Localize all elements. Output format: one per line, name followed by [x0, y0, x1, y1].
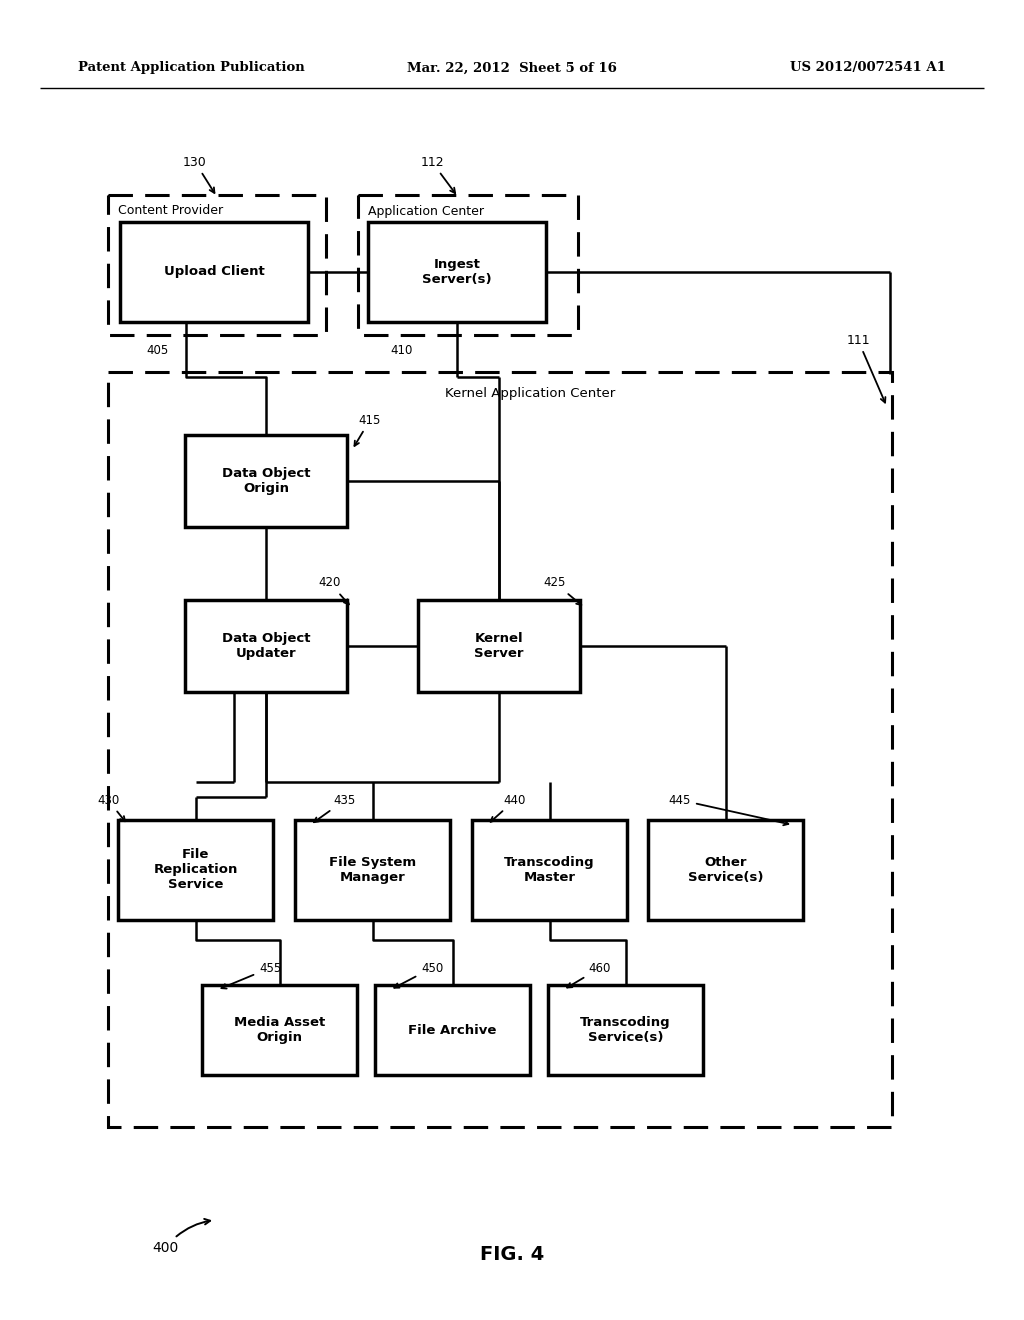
- Text: Ingest
Server(s): Ingest Server(s): [422, 257, 492, 286]
- Bar: [368, 222, 546, 322]
- Text: Patent Application Publication: Patent Application Publication: [78, 62, 305, 74]
- Text: Application Center: Application Center: [368, 205, 484, 218]
- Text: 130: 130: [183, 156, 214, 193]
- Text: 445: 445: [669, 793, 788, 825]
- Text: Data Object
Updater: Data Object Updater: [222, 632, 310, 660]
- Text: 440: 440: [490, 793, 526, 822]
- Text: 420: 420: [318, 577, 349, 605]
- Bar: [118, 820, 273, 920]
- Text: 425: 425: [544, 577, 582, 605]
- Text: 112: 112: [420, 156, 455, 193]
- Text: 450: 450: [394, 961, 443, 987]
- Bar: [548, 985, 703, 1074]
- Bar: [358, 195, 578, 335]
- Text: 435: 435: [314, 793, 356, 822]
- Text: Upload Client: Upload Client: [164, 265, 264, 279]
- Text: Transcoding
Service(s): Transcoding Service(s): [581, 1016, 671, 1044]
- Text: Mar. 22, 2012  Sheet 5 of 16: Mar. 22, 2012 Sheet 5 of 16: [408, 62, 616, 74]
- Text: Media Asset
Origin: Media Asset Origin: [233, 1016, 326, 1044]
- Text: 405: 405: [146, 343, 168, 356]
- Text: Kernel
Server: Kernel Server: [474, 632, 523, 660]
- Bar: [185, 601, 347, 692]
- Text: File System
Manager: File System Manager: [329, 855, 416, 884]
- Text: Other
Service(s): Other Service(s): [688, 855, 763, 884]
- Bar: [185, 436, 347, 527]
- Text: FIG. 4: FIG. 4: [480, 1246, 544, 1265]
- Bar: [648, 820, 803, 920]
- Text: Data Object
Origin: Data Object Origin: [222, 467, 310, 495]
- Bar: [120, 222, 308, 322]
- Bar: [472, 820, 627, 920]
- Text: 111: 111: [846, 334, 886, 403]
- Bar: [375, 985, 530, 1074]
- Text: File
Replication
Service: File Replication Service: [154, 849, 238, 891]
- Text: Transcoding
Master: Transcoding Master: [504, 855, 595, 884]
- Bar: [108, 372, 892, 1127]
- Text: Kernel Application Center: Kernel Application Center: [444, 388, 615, 400]
- Text: 430: 430: [97, 793, 125, 821]
- Text: 400: 400: [152, 1218, 210, 1255]
- Text: Content Provider: Content Provider: [118, 205, 223, 218]
- Bar: [108, 195, 326, 335]
- Text: File Archive: File Archive: [409, 1023, 497, 1036]
- Text: 415: 415: [354, 413, 381, 446]
- Bar: [202, 985, 357, 1074]
- Text: 410: 410: [390, 343, 413, 356]
- Text: US 2012/0072541 A1: US 2012/0072541 A1: [791, 62, 946, 74]
- Bar: [295, 820, 450, 920]
- Bar: [418, 601, 580, 692]
- Text: 455: 455: [221, 961, 282, 989]
- Text: 460: 460: [567, 961, 611, 987]
